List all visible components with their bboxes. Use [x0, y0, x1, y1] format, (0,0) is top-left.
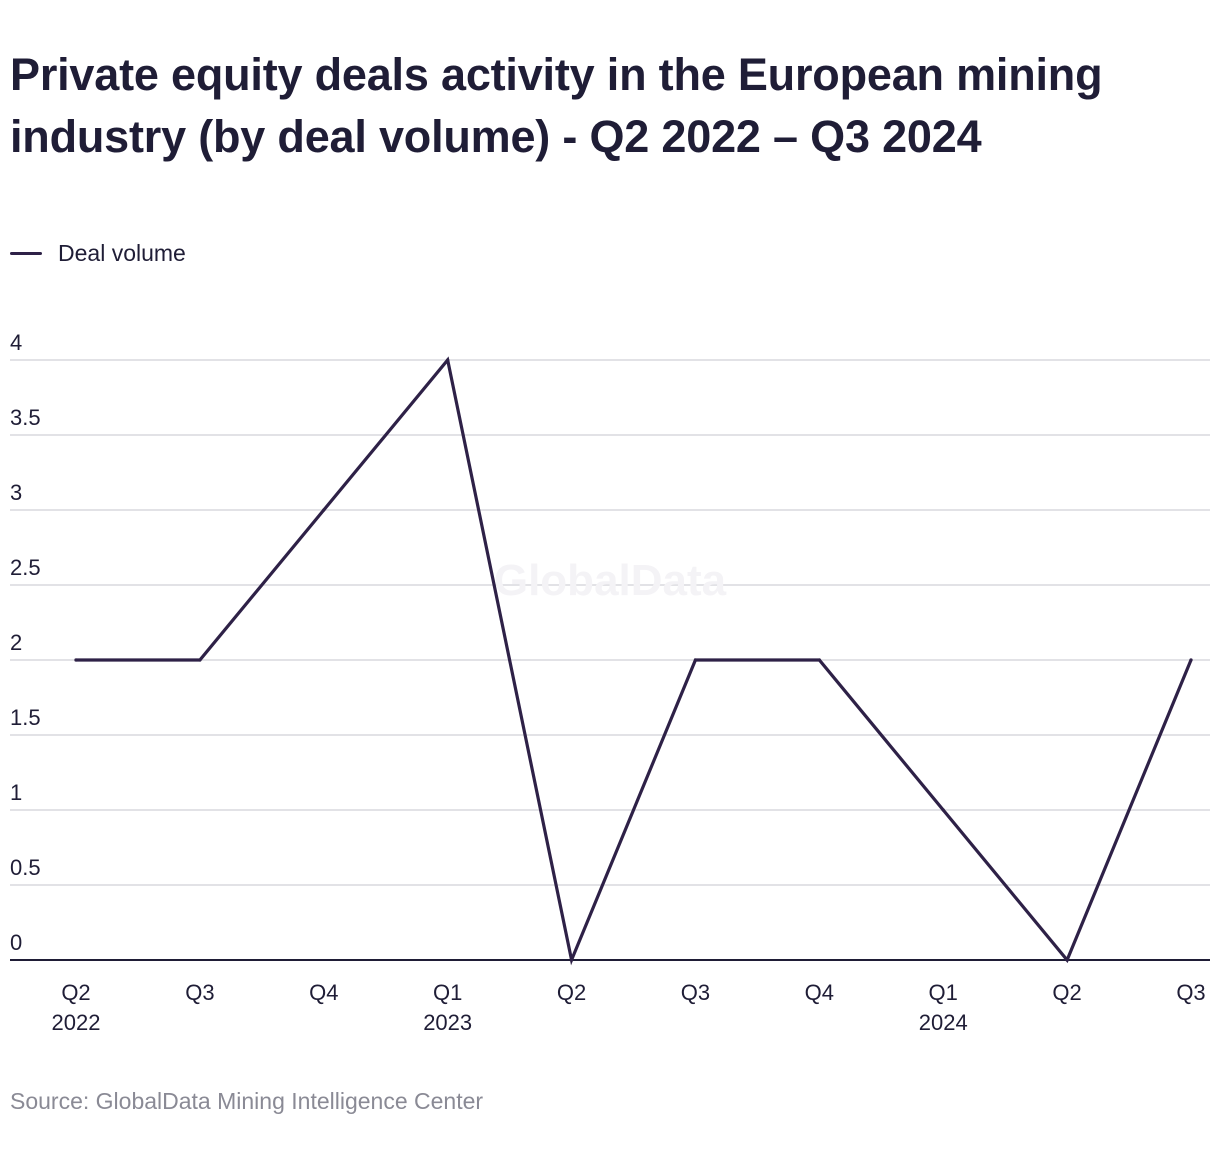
x-tick-label: Q4	[805, 980, 834, 1005]
x-tick-label: Q1	[433, 980, 462, 1005]
series-line	[74, 356, 1193, 966]
x-axis-ticks: Q2 2022 Q3 Q4 Q1 2023 Q2 Q3 Q4 Q1 2024 Q2 Q3	[52, 980, 1206, 1035]
x-tick-year-label: 2023	[423, 1010, 472, 1035]
data-point	[1189, 658, 1193, 662]
grid-lines	[10, 359, 1210, 886]
legend-label: Deal volume	[58, 240, 186, 266]
x-tick-label: Q2	[1052, 980, 1081, 1005]
data-point	[941, 808, 945, 812]
legend-swatch	[10, 252, 42, 255]
watermark: GlobalData	[494, 556, 727, 605]
data-point	[446, 358, 450, 362]
data-point	[198, 658, 202, 662]
chart-title: Private equity deals activity in the Eur…	[10, 49, 1103, 162]
x-tick-label: Q2	[61, 980, 90, 1005]
x-tick-year-label: 2024	[919, 1010, 968, 1035]
source-note: Source: GlobalData Mining Intelligence C…	[10, 1088, 484, 1114]
data-point	[74, 658, 78, 662]
y-axis-ticks: 0 0.5 1 1.5 2 2.5 3 3.5 4	[10, 330, 41, 955]
data-point	[1065, 958, 1069, 962]
x-tick-label: Q2	[557, 980, 586, 1005]
data-point	[693, 658, 698, 662]
y-tick-label: 0	[10, 930, 22, 955]
data-point	[569, 958, 574, 962]
x-tick-label: Q4	[309, 980, 338, 1005]
y-tick-label: 1	[10, 780, 22, 805]
y-tick-label: 3	[10, 480, 22, 505]
y-tick-label: 3.5	[10, 405, 41, 430]
x-tick-label: Q3	[185, 980, 214, 1005]
x-tick-label: Q1	[929, 980, 958, 1005]
y-tick-label: 2	[10, 630, 22, 655]
x-tick-label: Q3	[681, 980, 710, 1005]
data-point	[817, 658, 821, 662]
legend: Deal volume	[10, 240, 186, 267]
data-point	[322, 508, 326, 512]
series-deal-volume	[74, 356, 1193, 966]
y-tick-label: 1.5	[10, 705, 41, 730]
x-tick-label: Q3	[1176, 980, 1205, 1005]
x-tick-year-label: 2022	[52, 1010, 101, 1035]
y-tick-label: 0.5	[10, 855, 41, 880]
y-tick-label: 2.5	[10, 555, 41, 580]
y-tick-label: 4	[10, 330, 22, 355]
